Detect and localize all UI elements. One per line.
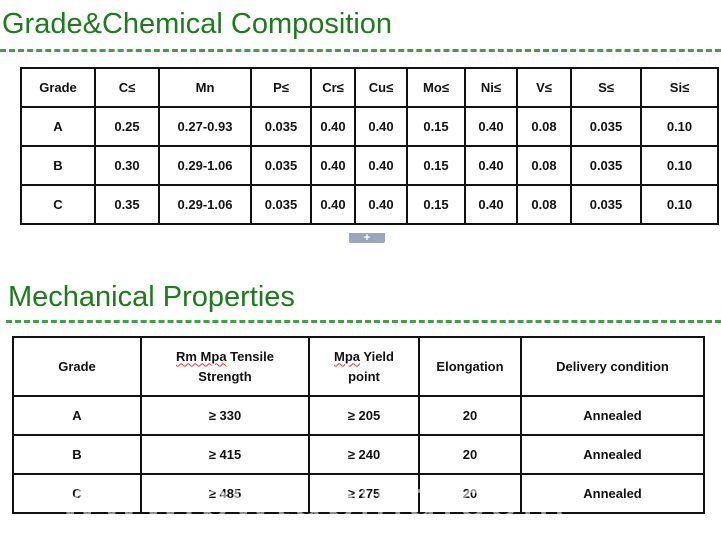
expand-table-button[interactable]: + — [349, 233, 385, 244]
table-cell: ≥ 415 — [140, 434, 310, 475]
table-cell: 0.40 — [354, 145, 408, 186]
grade-cell: C — [12, 473, 142, 514]
section-divider — [0, 49, 721, 52]
table-cell: 0.08 — [516, 145, 572, 186]
header-text: Tensile — [226, 348, 274, 364]
spellcheck-word: Rm Mpa — [175, 348, 227, 364]
table-row: B ≥ 415 ≥ 240 20 Annealed — [12, 434, 705, 475]
table-cell: 0.40 — [464, 106, 518, 147]
table-cell: 0.15 — [406, 184, 466, 225]
grade-cell: A — [20, 106, 96, 147]
table-cell: 0.15 — [406, 106, 466, 147]
table-cell: ≥ 240 — [308, 434, 420, 475]
table-cell: 0.035 — [250, 184, 312, 225]
table-cell: 0.40 — [464, 145, 518, 186]
header-cell: Mn — [158, 67, 252, 108]
table-cell: 0.08 — [516, 184, 572, 225]
table-cell: 0.15 — [406, 145, 466, 186]
table-row: B 0.30 0.29-1.06 0.035 0.40 0.40 0.15 0.… — [20, 145, 719, 186]
chemical-composition-table: Grade C≤ Mn P≤ Cr≤ Cu≤ Mo≤ Ni≤ V≤ S≤ Si≤… — [20, 67, 719, 225]
header-text: Yield — [360, 348, 394, 364]
table-cell: 0.035 — [570, 184, 642, 225]
header-text: Strength — [198, 368, 252, 384]
grade-cell: B — [20, 145, 96, 186]
table-cell: ≥ 205 — [308, 395, 420, 436]
table-header-row: Grade Rm Mpa Tensile Strength Mpa Yield po… — [12, 336, 705, 397]
table-cell: Annealed — [520, 395, 705, 436]
header-cell-yield: Mpa Yield point — [308, 336, 420, 397]
table-cell: Annealed — [520, 434, 705, 475]
table-cell: 0.40 — [310, 184, 356, 225]
table-cell: ≥ 330 — [140, 395, 310, 436]
table-cell: 0.035 — [570, 145, 642, 186]
table-cell: 0.40 — [464, 184, 518, 225]
grade-cell: C — [20, 184, 96, 225]
mechanical-section-title: Mechanical Properties — [8, 281, 295, 313]
table-cell: 0.29-1.06 — [158, 184, 252, 225]
chemical-section-title: Grade&Chemical Composition — [2, 8, 393, 40]
header-text: point — [348, 368, 380, 384]
table-row: C ≥ 485 ≥ 275 20 Annealed — [12, 473, 705, 514]
table-cell: 20 — [418, 395, 522, 436]
header-cell: S≤ — [570, 67, 642, 108]
table-header-row: Grade C≤ Mn P≤ Cr≤ Cu≤ Mo≤ Ni≤ V≤ S≤ Si≤ — [20, 67, 719, 108]
table-cell: ≥ 275 — [308, 473, 420, 514]
table-cell: 0.035 — [250, 145, 312, 186]
table-cell: 0.40 — [354, 184, 408, 225]
table-row: A ≥ 330 ≥ 205 20 Annealed — [12, 395, 705, 436]
table-cell: 0.035 — [570, 106, 642, 147]
mechanical-properties-table: Grade Rm Mpa Tensile Strength Mpa Yield po… — [12, 336, 705, 514]
table-cell: 0.10 — [640, 145, 719, 186]
table-cell: ≥ 485 — [140, 473, 310, 514]
header-cell: Cu≤ — [354, 67, 408, 108]
header-cell: Cr≤ — [310, 67, 356, 108]
table-cell: Annealed — [520, 473, 705, 514]
table-cell: 20 — [418, 473, 522, 514]
header-cell: Elongation — [418, 336, 522, 397]
table-cell: 0.29-1.06 — [158, 145, 252, 186]
header-cell: P≤ — [250, 67, 312, 108]
spellcheck-word: Mpa — [334, 348, 361, 364]
table-cell: 0.35 — [94, 184, 160, 225]
table-cell: 0.10 — [640, 106, 719, 147]
table-cell: 0.08 — [516, 106, 572, 147]
table-cell: 0.10 — [640, 184, 719, 225]
table-cell: 0.40 — [354, 106, 408, 147]
section-divider — [6, 320, 721, 323]
header-cell-tensile: Rm Mpa Tensile Strength — [140, 336, 310, 397]
table-cell: 0.30 — [94, 145, 160, 186]
header-cell: Grade — [12, 336, 142, 397]
table-cell: 0.035 — [250, 106, 312, 147]
header-cell: Ni≤ — [464, 67, 518, 108]
grade-cell: B — [12, 434, 142, 475]
header-cell: Delivery condition — [520, 336, 705, 397]
table-cell: 0.25 — [94, 106, 160, 147]
table-cell: 0.40 — [310, 145, 356, 186]
grade-cell: A — [12, 395, 142, 436]
header-cell: Grade — [20, 67, 96, 108]
table-row: A 0.25 0.27-0.93 0.035 0.40 0.40 0.15 0.… — [20, 106, 719, 147]
header-cell: C≤ — [94, 67, 160, 108]
table-cell: 20 — [418, 434, 522, 475]
table-cell: 0.27-0.93 — [158, 106, 252, 147]
header-cell: Si≤ — [640, 67, 719, 108]
table-cell: 0.40 — [310, 106, 356, 147]
header-cell: Mo≤ — [406, 67, 466, 108]
header-cell: V≤ — [516, 67, 572, 108]
table-row: C 0.35 0.29-1.06 0.035 0.40 0.40 0.15 0.… — [20, 184, 719, 225]
